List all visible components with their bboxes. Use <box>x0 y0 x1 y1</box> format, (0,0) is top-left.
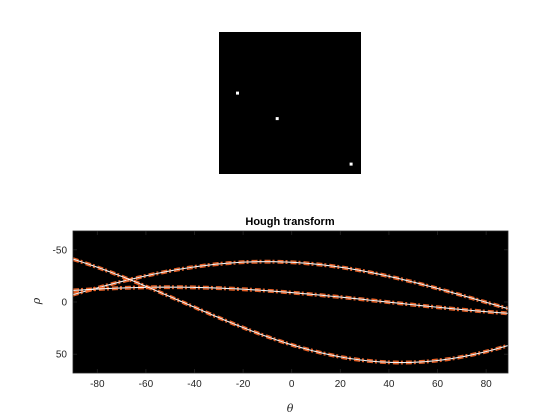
hough-curve-0 <box>72 259 509 311</box>
x-tick-label: -80 <box>90 379 105 390</box>
hough-curves <box>72 257 509 365</box>
x-tick-label: -20 <box>236 379 251 390</box>
y-tick-label: 0 <box>61 298 67 309</box>
input-point-0 <box>236 91 239 95</box>
hough-curve-1-band-0 <box>72 285 509 313</box>
x-tick-label: 0 <box>289 379 295 390</box>
input-point-2 <box>349 162 353 166</box>
hough-curve-2-band-0 <box>72 257 509 362</box>
input-points <box>236 91 353 166</box>
hough-curve-2 <box>72 257 509 365</box>
hough-curve-2-band-1 <box>72 258 509 364</box>
x-tick-label: -60 <box>139 379 154 390</box>
hough-curve-0-band-1 <box>72 261 509 310</box>
x-tick-label: 40 <box>383 379 395 390</box>
hough-background <box>73 231 508 373</box>
x-ticks: -80 -60 -40 -20 0 20 40 60 80 <box>90 231 492 390</box>
hough-curve-1-band-2 <box>72 287 509 316</box>
hough-curve-0-band-0 <box>72 259 509 309</box>
input-image <box>219 32 361 174</box>
x-tick-label: -40 <box>187 379 202 390</box>
hough-title: Hough transform <box>245 216 334 228</box>
x-axis-label: θ <box>287 402 294 415</box>
y-tick-label: -50 <box>53 245 68 256</box>
hough-curve-1-band-1 <box>72 286 509 314</box>
y-tick-label: 50 <box>56 350 68 361</box>
input-image-background <box>219 32 361 174</box>
y-ticks: -50 0 50 <box>53 245 508 361</box>
x-tick-label: 80 <box>481 379 493 390</box>
hough-plot: Hough transform -80 -60 -40 -20 0 20 40 60 80 -5… <box>30 216 509 415</box>
x-tick-label: 60 <box>432 379 444 390</box>
hough-curve-0-band-2 <box>72 262 509 311</box>
hough-curve-1 <box>72 285 509 316</box>
y-axis-label: ρ <box>30 297 43 305</box>
x-tick-label: 20 <box>335 379 347 390</box>
hough-curve-2-band-2 <box>72 259 509 365</box>
input-point-1 <box>275 117 279 121</box>
